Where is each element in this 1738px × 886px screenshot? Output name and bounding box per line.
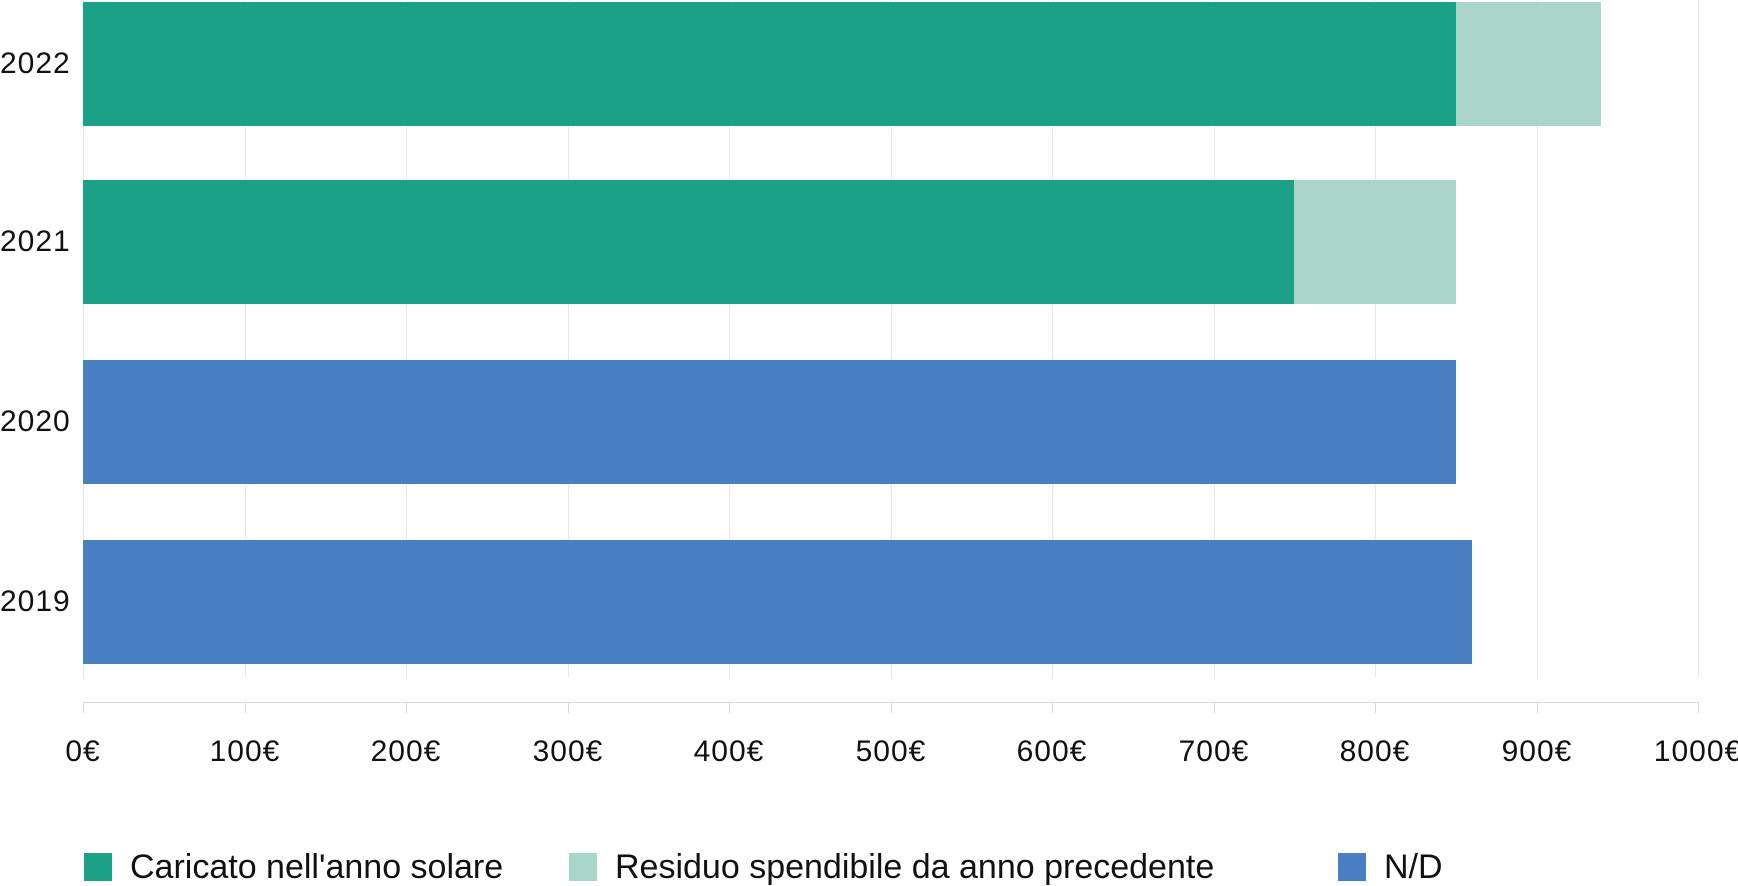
x-axis-tick-800: [1375, 702, 1376, 713]
bar-row-2019: [83, 540, 1472, 664]
bar-row-2021: [83, 180, 1456, 304]
x-axis-label-100: 100€: [209, 735, 281, 768]
x-axis-label-500: 500€: [855, 735, 927, 768]
x-axis-label-1000: 1000€: [1653, 735, 1738, 768]
x-axis-tick-900: [1537, 702, 1538, 713]
gridline-900: [1537, 0, 1538, 677]
x-axis-label-600: 600€: [1016, 735, 1088, 768]
x-axis-label-400: 400€: [693, 735, 765, 768]
x-axis-tick-600: [1052, 702, 1053, 713]
x-axis-tick-500: [891, 702, 892, 713]
x-axis-tick-0: [83, 702, 84, 713]
x-axis-tick-200: [406, 702, 407, 713]
x-axis-tick-100: [245, 702, 246, 713]
x-axis-label-700: 700€: [1178, 735, 1250, 768]
x-axis-tick-1000: [1698, 702, 1699, 713]
bar-row-2022: [83, 2, 1602, 126]
bar-segment-2021-residuo-spendibile-da-anno-precedente[interactable]: [1294, 180, 1456, 304]
bar-segment-2020-n-d[interactable]: [83, 360, 1456, 484]
bar-segment-2021-caricato-nell-anno-solare[interactable]: [83, 180, 1295, 304]
x-axis-label-0: 0€: [65, 735, 101, 768]
x-axis-tick-700: [1214, 702, 1215, 713]
legend-item-residuo-spendibile-da-anno-precedente[interactable]: Residuo spendibile da anno precedente: [569, 849, 1214, 885]
gridline-1000: [1698, 0, 1699, 677]
x-axis-label-900: 900€: [1501, 735, 1573, 768]
legend-label-caricato-nell-anno-solare: Caricato nell'anno solare: [130, 848, 504, 886]
gridline-100: [245, 0, 246, 677]
gridline-200: [406, 0, 407, 677]
bar-segment-2022-caricato-nell-anno-solare[interactable]: [83, 2, 1456, 126]
gridline-800: [1375, 0, 1376, 677]
legend-item-n-d[interactable]: N/D: [1338, 849, 1443, 885]
y-axis-label-2022: 2022: [0, 47, 71, 80]
legend-swatch-caricato-nell-anno-solare: [84, 853, 112, 881]
gridline-700: [1214, 0, 1215, 677]
x-axis-label-800: 800€: [1339, 735, 1411, 768]
x-axis-label-200: 200€: [370, 735, 442, 768]
x-axis-tick-300: [568, 702, 569, 713]
y-axis-label-2020: 2020: [0, 405, 71, 438]
legend-swatch-residuo-spendibile-da-anno-precedente: [569, 853, 597, 881]
bar-segment-2019-n-d[interactable]: [83, 540, 1472, 664]
y-axis-label-2019: 2019: [0, 585, 71, 618]
gridline-600: [1052, 0, 1053, 677]
x-axis-tick-400: [729, 702, 730, 713]
bar-row-2020: [83, 360, 1456, 484]
gridline-300: [568, 0, 569, 677]
gridline-500: [891, 0, 892, 677]
legend-label-n-d: N/D: [1384, 848, 1443, 886]
legend-item-caricato-nell-anno-solare[interactable]: Caricato nell'anno solare: [84, 849, 503, 885]
legend-swatch-n-d: [1338, 853, 1366, 881]
gridline-0: [83, 0, 84, 677]
legend-label-residuo-spendibile-da-anno-precedente: Residuo spendibile da anno precedente: [615, 848, 1215, 886]
y-axis-label-2021: 2021: [0, 225, 71, 258]
x-axis-label-300: 300€: [532, 735, 604, 768]
gridline-400: [729, 0, 730, 677]
bar-segment-2022-residuo-spendibile-da-anno-precedente[interactable]: [1455, 2, 1602, 126]
